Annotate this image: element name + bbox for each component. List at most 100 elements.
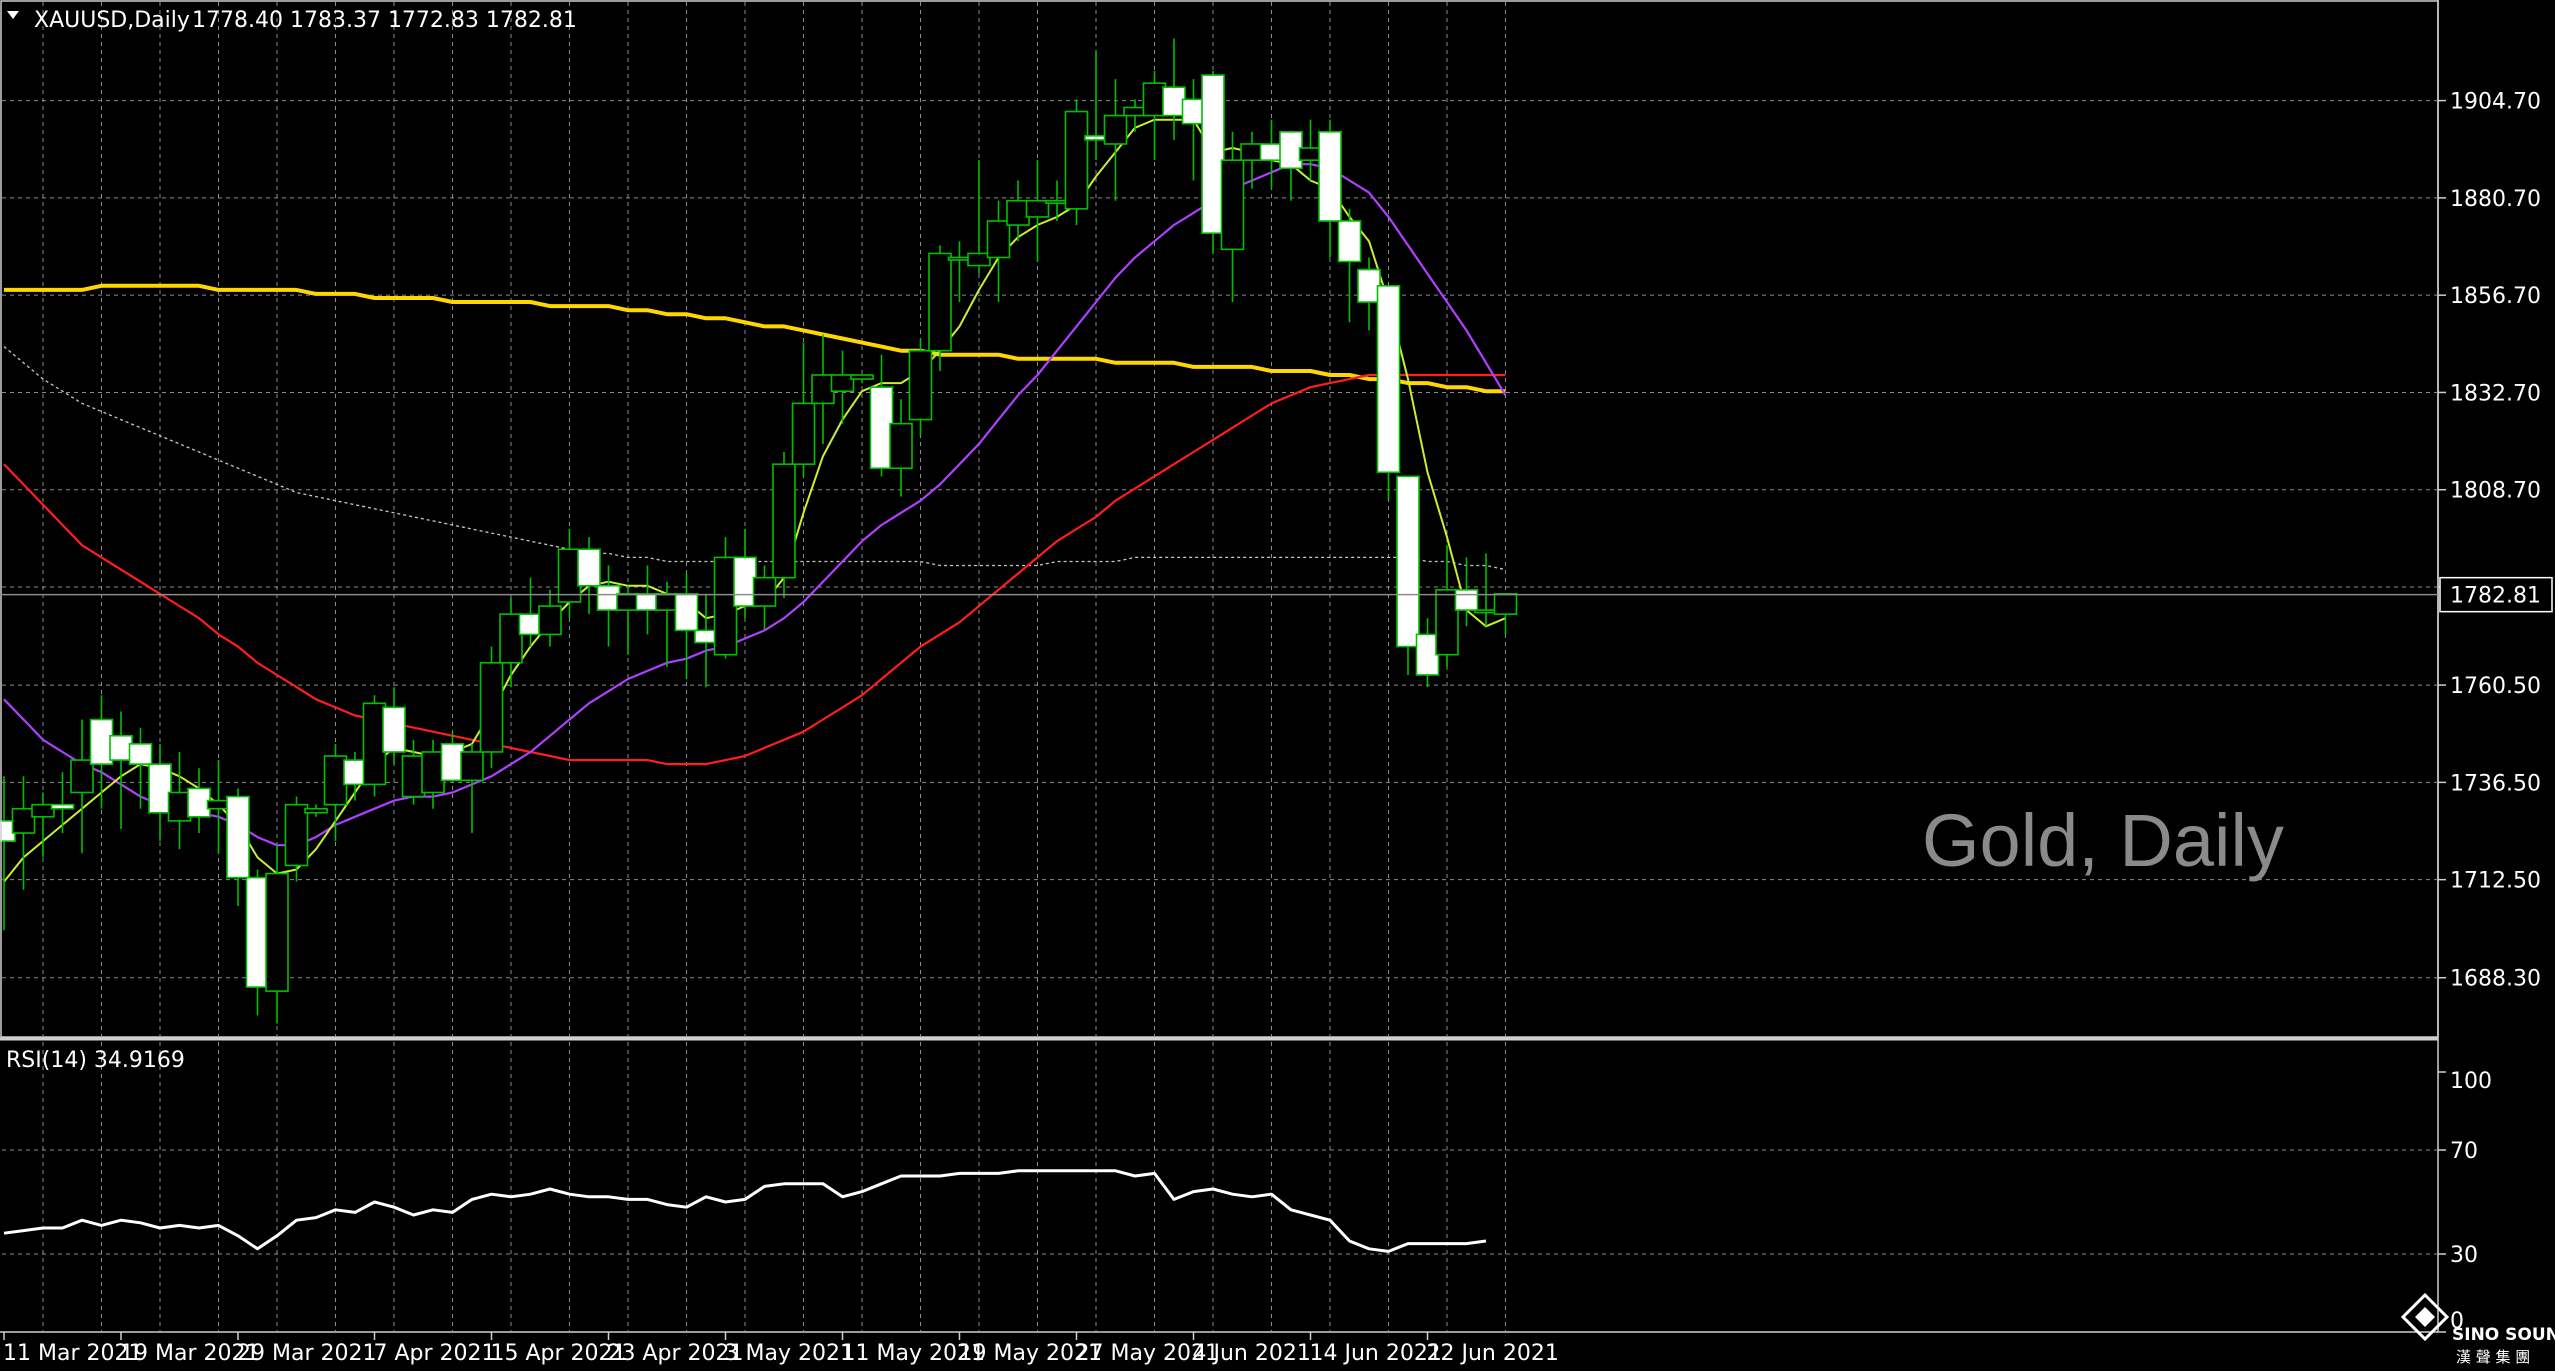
candle (382, 687, 406, 765)
candle-body-up (206, 799, 231, 810)
date-tick-label: 22 Jun 2021 (1427, 1341, 1559, 1366)
watermark: Gold, Daily (1922, 799, 2284, 882)
candle (1435, 545, 1459, 667)
logo-inner-diamond-icon (2415, 1307, 2435, 1327)
rsi-line (3, 1169, 1487, 1253)
candle-body-down (1376, 285, 1401, 474)
candle (1298, 119, 1323, 181)
current-price-tag (2439, 576, 2553, 613)
candle-body-up (304, 807, 328, 814)
candle-body-up (460, 751, 484, 782)
candle-body-up (11, 807, 36, 834)
candle (440, 731, 465, 782)
candle (1181, 79, 1206, 181)
candle-body-up (830, 374, 855, 393)
price-tick-label: 1760.50 (2450, 674, 2541, 699)
ma-50-line (3, 373, 1506, 766)
candle-body-down (577, 548, 601, 587)
candle-body-down (1415, 633, 1440, 676)
candles (0, 38, 1518, 1024)
rsi-tick-label: 0 (2450, 1309, 2464, 1334)
candle-body-up (752, 576, 777, 607)
candle (265, 845, 289, 1024)
candle-body-up (1123, 106, 1147, 117)
chart-ohlc: 1778.40 1783.37 1772.83 1782.81 (192, 8, 577, 33)
date-tick-label: 29 Mar 2021 (237, 1341, 376, 1366)
candle-body-up (1025, 199, 1050, 218)
candle-body-up (1006, 199, 1030, 226)
rsi-tick-label: 70 (2450, 1139, 2478, 1164)
candle-body-up (1064, 110, 1089, 210)
candle-body-up (850, 374, 874, 380)
candle (460, 743, 484, 834)
date-tick-label: 19 Mar 2021 (120, 1341, 259, 1366)
candle (752, 565, 777, 631)
candle (908, 338, 933, 436)
candle (1376, 285, 1401, 501)
candle (31, 792, 55, 858)
rsi-tick-label: 30 (2450, 1243, 2478, 1268)
candle-body-down (50, 803, 75, 810)
candle-body-up (889, 422, 913, 470)
candle-body-up (1298, 147, 1323, 161)
candle (967, 160, 991, 274)
candle-body-down (1396, 475, 1420, 648)
price-tick-label: 1736.50 (2450, 771, 2541, 796)
rsi-panel (3, 1169, 1487, 1253)
date-tick-label: 11 May 2021 (842, 1341, 985, 1366)
candle (1279, 131, 1303, 201)
candle-body-down (128, 743, 153, 765)
date-tick-label: 14 Jun 2021 (1310, 1341, 1442, 1366)
candle (187, 768, 211, 834)
candle-body-up (1045, 199, 1069, 205)
price-tick-label: 1856.70 (2450, 284, 2541, 309)
price-tick-label: 1880.70 (2450, 187, 2541, 212)
candle-body-up (1240, 143, 1264, 161)
candle (401, 739, 426, 805)
candle-body-up (538, 605, 562, 636)
date-tick-label: 19 May 2021 (959, 1341, 1102, 1366)
candle (694, 593, 718, 688)
candle (499, 597, 523, 688)
candle-body-down (1181, 98, 1206, 125)
candle-body-up (772, 463, 796, 579)
candle-body-down (1084, 135, 1108, 141)
logo-subtitle: 漢 聲 集 團 (2456, 1348, 2530, 1366)
candle (772, 452, 796, 598)
ma-20-line (3, 163, 1507, 847)
price-tick-label: 1808.70 (2450, 479, 2541, 504)
candle-body-up (928, 252, 952, 352)
candle-body-down (1337, 220, 1362, 263)
candle-body-up (1435, 589, 1459, 656)
candle-body-up (791, 402, 816, 465)
candle-body-up (986, 220, 1011, 259)
candle (50, 772, 75, 834)
candle (148, 743, 172, 842)
price-tick-label: 1904.70 (2450, 90, 2541, 115)
candle-body-up (1474, 609, 1498, 614)
date-tick-label: 3 May 2021 (725, 1341, 854, 1366)
collapse-triangle-icon[interactable] (7, 11, 19, 19)
candle (479, 646, 504, 769)
candle (284, 796, 309, 882)
candle (1064, 99, 1089, 226)
candle (167, 751, 192, 850)
candle-body-up (1220, 159, 1245, 251)
candle (791, 342, 816, 477)
candle (1103, 79, 1128, 201)
candle (245, 869, 270, 1016)
date-tick-label: 7 Apr 2021 (374, 1341, 496, 1366)
candle-body-down (1162, 86, 1186, 117)
candle (850, 374, 874, 384)
candle-body-up (1142, 82, 1167, 117)
candle (830, 350, 855, 424)
candle-body-down (1318, 131, 1342, 222)
candle-body-down (1357, 268, 1381, 303)
candle (1318, 119, 1342, 258)
date-tick-label: 4 Jun 2021 (1193, 1341, 1311, 1366)
candle (304, 804, 328, 817)
candle (538, 589, 562, 647)
candle-body-up (31, 803, 55, 818)
price-tick-label: 1688.30 (2450, 967, 2541, 992)
